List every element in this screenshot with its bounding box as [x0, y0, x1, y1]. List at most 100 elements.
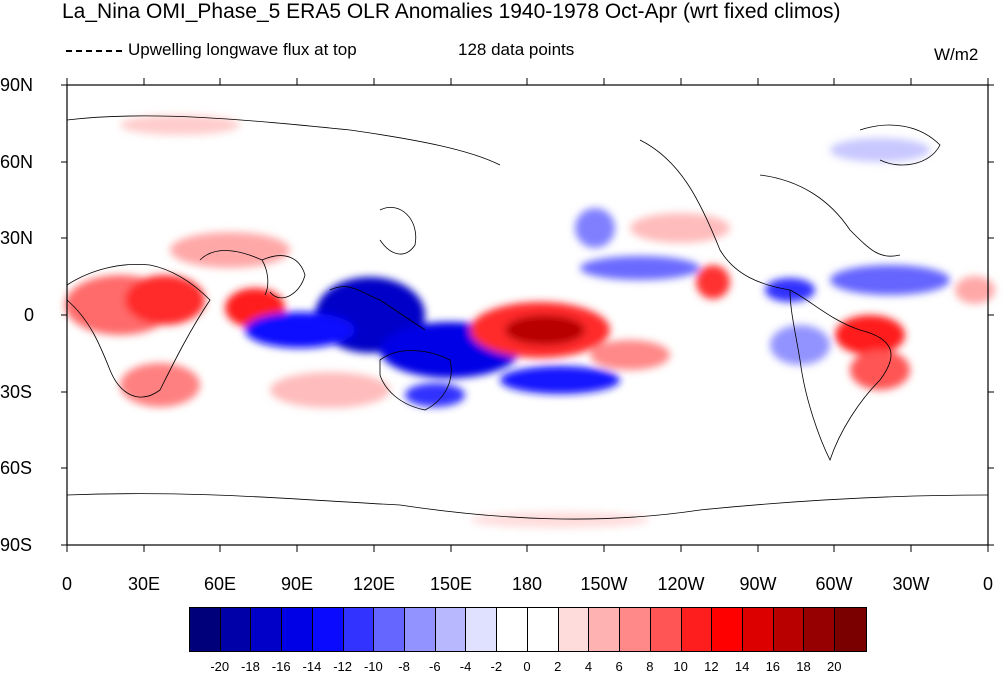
anomaly-region-south-indian — [270, 372, 390, 408]
axis-ticks — [61, 78, 994, 552]
colorbar-tick-label: 14 — [734, 659, 750, 674]
colorbar-box — [435, 608, 467, 651]
anomaly-region-east-indian — [245, 312, 355, 348]
lon-tick-label: 180 — [511, 574, 543, 594]
colorbar-tick-label: -16 — [271, 659, 291, 674]
colorbar-box — [405, 608, 436, 651]
colorbar — [189, 607, 867, 652]
lon-tick-label: 60E — [203, 574, 237, 594]
colorbar-box — [343, 608, 375, 651]
anomaly-region-greenland — [830, 138, 930, 162]
maritime-outline — [329, 286, 426, 331]
lat-tick-label: 90S — [0, 535, 33, 555]
lon-tick-label: 150W — [580, 574, 628, 594]
map-title: La_Nina OMI_Phase_5 ERA5 OLR Anomalies 1… — [62, 0, 841, 23]
colorbar-box — [804, 608, 836, 651]
anomaly-region-amazon — [835, 315, 905, 355]
anomaly-region-arabia — [170, 232, 290, 268]
lon-tick-label: 30W — [892, 574, 930, 594]
lon-tick-label: 30E — [127, 574, 161, 594]
anomaly-region-hawaii — [580, 256, 700, 280]
colorbar-box — [589, 608, 621, 651]
lon-tick-label: 0 — [61, 574, 73, 594]
colorbar-tick-label: 20 — [827, 659, 842, 674]
anomaly-region-arctic — [120, 115, 240, 135]
colorbar-tick-label: -18 — [241, 659, 260, 674]
colorbar-tick-label: -10 — [363, 659, 383, 674]
colorbar-box — [681, 608, 713, 651]
lon-tick-label: 0 — [982, 574, 994, 594]
dashed-line-icon — [66, 49, 122, 52]
anomaly-region-antarctic — [470, 512, 650, 528]
colorbar-box — [190, 608, 221, 651]
colorbar-tick-label: 2 — [554, 659, 562, 674]
lon-tick-label: 90W — [739, 574, 777, 594]
anomaly-region-atlantic — [830, 265, 950, 295]
variable-legend: Upwelling longwave flux at top — [66, 40, 357, 60]
lon-tick-label: 120E — [352, 574, 396, 594]
lon-tick-label: 150E — [429, 574, 473, 594]
colorbar-box — [742, 608, 774, 651]
lon-tick-label: 60W — [815, 574, 853, 594]
colorbar-box — [282, 608, 313, 651]
anomaly-region-east-pacific — [590, 340, 670, 370]
lat-tick-label: 30N — [0, 228, 34, 248]
east-asia-outline — [379, 207, 417, 255]
anomaly-region-north-pacific-blue — [575, 208, 615, 248]
lon-tick-label: 120W — [657, 574, 705, 594]
anomaly-region-central-pacific-core — [505, 315, 585, 345]
lat-tick-label: 30S — [0, 382, 33, 402]
lat-tick-label: 0 — [24, 305, 35, 325]
anomaly-region-south-pacific — [500, 366, 620, 394]
colorbar-tick-label: 18 — [796, 659, 811, 674]
south-america-outline — [789, 289, 892, 462]
colorbar-box — [220, 608, 252, 651]
colorbar-tick-label: -8 — [398, 659, 410, 674]
colorbar-tick-label: -12 — [333, 659, 353, 674]
colorbar-tick-label: 4 — [584, 659, 593, 674]
north-america-east-outline — [759, 174, 901, 257]
colorbar-box — [251, 608, 283, 651]
australia-outline — [379, 350, 452, 411]
colorbar-box — [312, 608, 344, 651]
colorbar-box — [620, 608, 651, 651]
anomaly-region-north-pacific-red — [630, 213, 730, 243]
colorbar-tick-label: 12 — [704, 659, 719, 674]
anomaly-fields — [65, 115, 995, 528]
colorbar-tick-label: -2 — [490, 659, 503, 674]
colorbar-box — [558, 608, 590, 651]
anomaly-region-australia — [405, 383, 465, 407]
eurasia-north-outline — [66, 115, 501, 166]
units-label: W/m2 — [934, 45, 979, 64]
anomaly-region-mexico — [696, 265, 730, 299]
colorbar-box — [650, 608, 682, 651]
colorbar-tick-label: -4 — [459, 659, 472, 674]
arabia-outline — [199, 250, 269, 296]
anomaly-region-africa-core — [125, 275, 205, 325]
lat-tick-label: 60N — [0, 152, 34, 172]
colorbar-tick-label: 10 — [673, 659, 688, 674]
lat-tick-label: 90N — [0, 75, 34, 95]
colorbar-tick-label: -20 — [210, 659, 230, 674]
coastlines — [66, 115, 989, 520]
colorbar-box — [712, 608, 743, 651]
data-points-label: 128 data points — [458, 40, 575, 59]
colorbar-box — [527, 608, 559, 651]
lat-tick-label: 60S — [0, 458, 33, 478]
greenland-outline — [859, 124, 941, 166]
north-america-west-outline — [639, 139, 791, 291]
anomaly-region-peru — [770, 325, 830, 365]
colorbar-tick-label: -6 — [429, 659, 441, 674]
africa-outline — [66, 264, 211, 398]
india-outline — [261, 255, 306, 299]
colorbar-box — [374, 608, 406, 651]
colorbar-box — [497, 608, 528, 651]
colorbar-tick-label: 8 — [646, 659, 654, 674]
colorbar-box — [466, 608, 498, 651]
colorbar-box — [773, 608, 805, 651]
lon-tick-label: 90E — [280, 574, 314, 594]
colorbar-box — [835, 608, 866, 651]
colorbar-tick-label: 16 — [765, 659, 781, 674]
antarctica-outline — [66, 493, 989, 520]
